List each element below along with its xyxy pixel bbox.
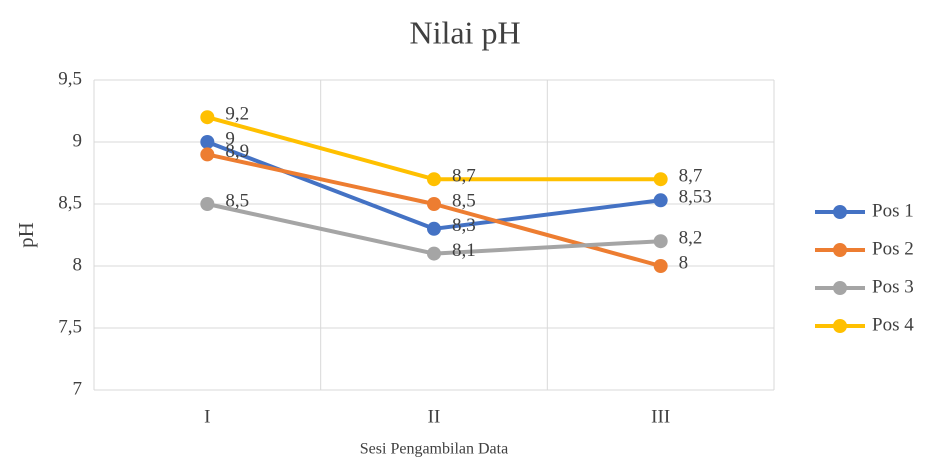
y-tick-label: 9 <box>73 130 83 151</box>
point <box>200 147 215 162</box>
point <box>427 221 441 236</box>
y-tick-label: 8,5 <box>58 192 82 213</box>
legend-label: Pos 1 <box>872 200 914 221</box>
point <box>653 259 668 273</box>
data-label: 9 <box>225 128 235 149</box>
y-axis-label: pH <box>14 222 38 248</box>
data-label: 8 <box>679 252 689 273</box>
data-label: 8,2 <box>679 228 703 249</box>
point <box>653 234 668 249</box>
data-label: 9,2 <box>225 104 249 125</box>
point <box>427 246 441 261</box>
legend-marker <box>833 319 847 333</box>
data-label: 8,3 <box>452 215 476 236</box>
point <box>427 197 441 211</box>
y-tick-label: 8 <box>73 254 83 275</box>
data-label: 8,5 <box>225 190 249 211</box>
data-label: 8,53 <box>679 187 712 208</box>
legend-marker <box>833 205 847 219</box>
x-axis-label: Sesi Pengambilan Data <box>360 441 508 458</box>
chart-title: Nilai pH <box>409 14 520 50</box>
data-label: 8,7 <box>452 166 476 187</box>
point <box>427 172 441 187</box>
legend-label: Pos 3 <box>872 276 914 297</box>
legend-label: Pos 2 <box>872 238 914 259</box>
point <box>200 110 215 125</box>
y-tick-label: 7,5 <box>58 316 82 337</box>
data-label: 8,5 <box>452 190 476 211</box>
x-tick-label: I <box>204 406 210 427</box>
y-tick-label: 7 <box>73 378 83 399</box>
y-tick-label: 9,5 <box>58 68 82 89</box>
point <box>200 197 215 211</box>
point <box>653 193 668 208</box>
data-label: 8,9 <box>225 141 249 162</box>
point <box>200 135 215 149</box>
point <box>653 172 668 187</box>
legend-label: Pos 4 <box>872 314 914 335</box>
legend-marker <box>833 281 847 295</box>
x-tick-label: II <box>428 406 441 427</box>
data-label: 8,1 <box>452 240 476 261</box>
x-tick-label: III <box>651 406 670 427</box>
legend-marker <box>833 243 847 257</box>
data-label: 8,7 <box>679 166 703 187</box>
